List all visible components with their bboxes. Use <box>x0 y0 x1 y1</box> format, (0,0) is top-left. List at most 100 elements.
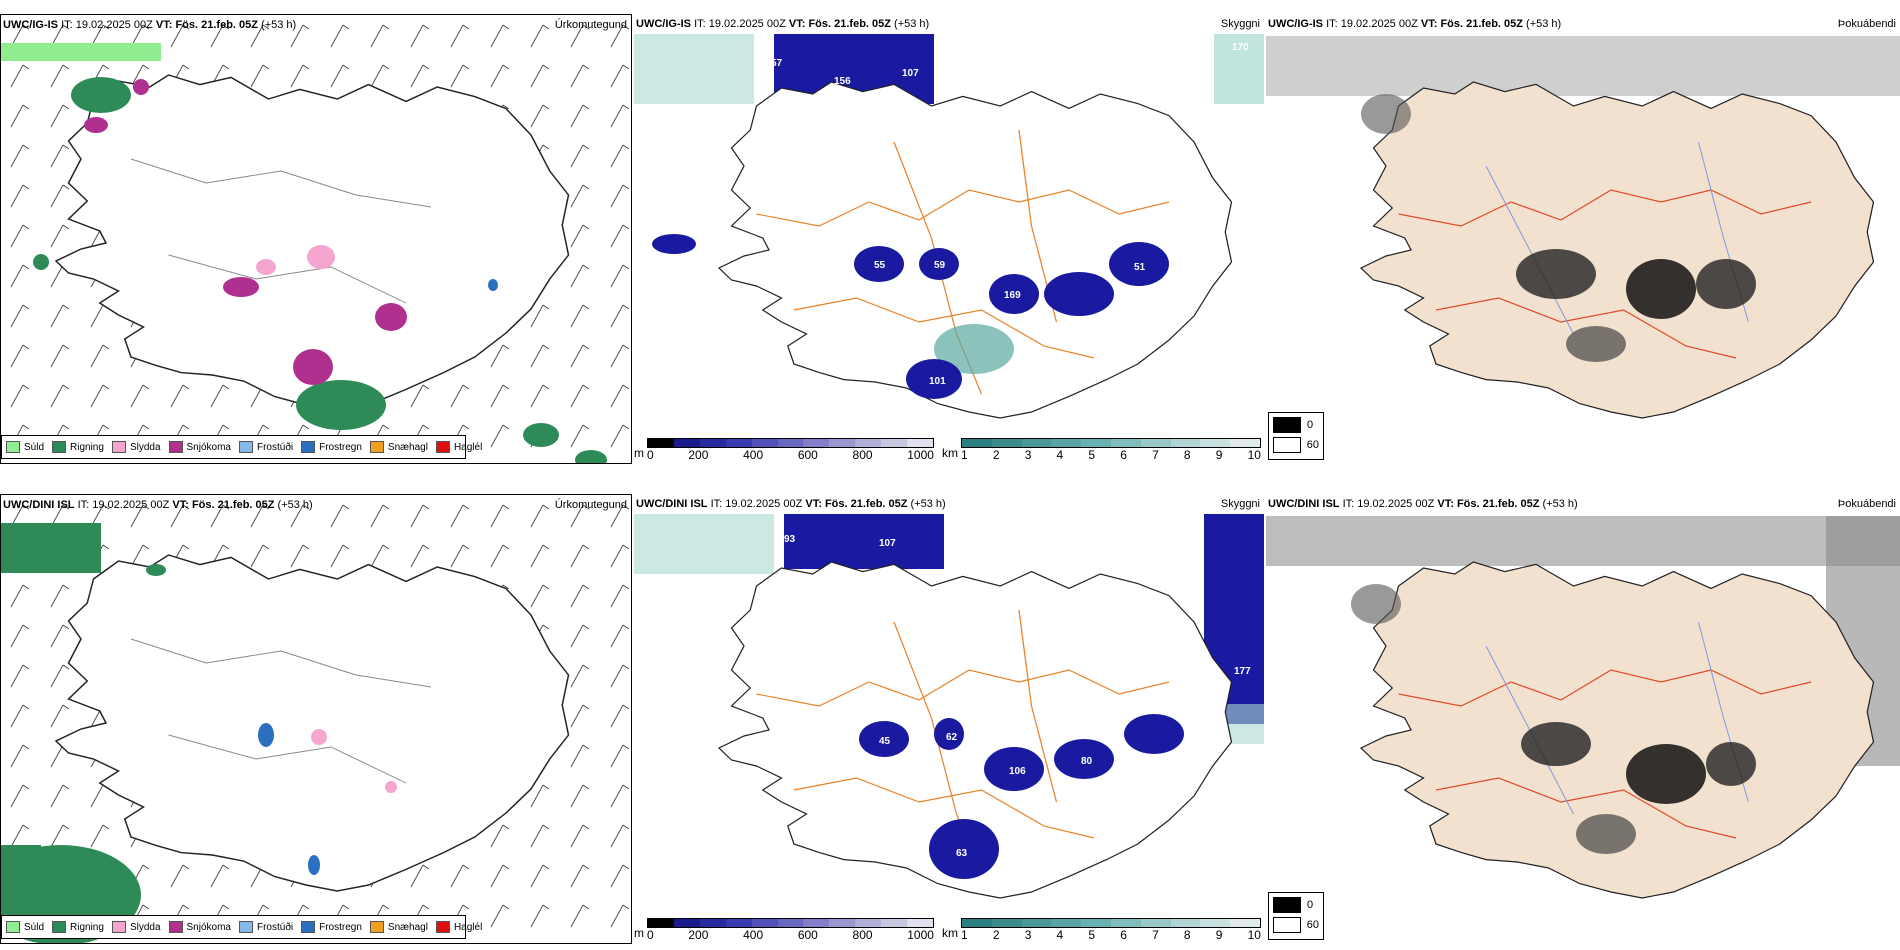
precip-legend-bottom: Súld Rigning Slydda Snjókoma Frostúði Fr… <box>1 915 482 939</box>
visibility-colorbar-top: km 1 2 3 4 5 6 7 8 9 10 <box>942 436 1264 462</box>
cbar-tick: 8 <box>1183 448 1191 462</box>
cbar-tick: 200 <box>688 448 709 462</box>
cloud-label: 177 <box>1234 666 1251 677</box>
cloud-label: 51 <box>1134 262 1146 273</box>
legend-item: Súld <box>6 441 44 453</box>
cloudbase-unit: m <box>634 446 644 460</box>
cloudbase-unit: m <box>634 926 644 940</box>
cbar-tick: 1000 <box>907 928 934 942</box>
fog-swatch <box>1273 897 1301 913</box>
cloud-label: 55 <box>874 260 886 271</box>
cbar-tick: 1 <box>961 448 968 462</box>
precip-map-top <box>1 15 631 463</box>
cbar-tick: 4 <box>1056 448 1064 462</box>
legend-item: Haglél <box>435 921 482 933</box>
cbar-tick: 7 <box>1152 448 1159 462</box>
cbar-tick: 400 <box>743 448 764 462</box>
cloud-map-top: 57 156 107 170 55 59 169 51 101 <box>634 34 1264 419</box>
legend-swatch <box>435 921 450 933</box>
legend-item: Súld <box>6 921 44 933</box>
cloud-map-bottom: 93 107 177 45 62 106 80 63 <box>634 514 1264 899</box>
legend-item: Frostregn <box>301 441 362 453</box>
cloud-label: 107 <box>879 538 896 549</box>
cbar-tick: 9 <box>1215 928 1223 942</box>
legend-swatch <box>301 921 316 933</box>
precip-header-bottom: UWC/DINI ISL IT: 19.02.2025 00Z VT: Fös.… <box>3 499 313 511</box>
cbar-tick: 3 <box>1024 448 1032 462</box>
cloud-header-bottom: UWC/DINI ISL IT: 19.02.2025 00Z VT: Fös.… <box>636 498 946 510</box>
visibility-unit: km <box>942 926 958 940</box>
cloud-label: 156 <box>834 76 851 87</box>
precip-panel-bottom: UWC/DINI ISL IT: 19.02.2025 00Z VT: Fös.… <box>0 494 632 944</box>
legend-item: Slydda <box>111 441 161 453</box>
cloud-label: 107 <box>902 68 919 79</box>
cloudbase-bar: 0 200 400 600 800 1000 <box>647 438 934 462</box>
legend-item: Snæhagl <box>369 441 428 453</box>
cloud-label: 59 <box>934 260 946 271</box>
precip-panel-top: UWC/IG-IS IT: 19.02.2025 00Z VT: Fös. 21… <box>0 14 632 464</box>
cloud-label: 93 <box>784 534 796 545</box>
cbar-tick: 8 <box>1183 928 1191 942</box>
fog-legend-bottom: 0 60 <box>1268 892 1324 940</box>
cbar-tick: 400 <box>743 928 764 942</box>
fog-map-bottom <box>1266 516 1900 914</box>
cloudbase-bar: 0 200 400 600 800 1000 <box>647 918 934 942</box>
legend-swatch <box>111 441 126 453</box>
fog-title-bottom: Þokuábendi <box>1837 498 1896 510</box>
cloud-label: 106 <box>1009 766 1026 777</box>
cbar-tick: 0 <box>647 448 654 462</box>
legend-swatch <box>369 921 384 933</box>
cloud-label: 63 <box>956 848 968 859</box>
cbar-tick: 3 <box>1024 928 1032 942</box>
visibility-colorbar-bottom: km 1 2 3 4 5 6 7 8 9 10 <box>942 916 1264 942</box>
legend-swatch <box>168 441 183 453</box>
cbar-tick: 2 <box>992 448 1000 462</box>
visibility-bar: 1 2 3 4 5 6 7 8 9 10 <box>961 438 1261 462</box>
legend-item: Frostúði <box>238 441 293 453</box>
cbar-tick: 9 <box>1215 448 1223 462</box>
cbar-tick: 10 <box>1247 448 1261 462</box>
legend-swatch <box>301 441 316 453</box>
cloud-label: 170 <box>1232 42 1249 53</box>
legend-swatch <box>435 441 450 453</box>
legend-swatch <box>6 441 20 453</box>
cbar-tick: 7 <box>1152 928 1159 942</box>
legend-swatch <box>6 921 20 933</box>
cloud-label: 80 <box>1081 756 1093 767</box>
cloud-panel-bottom: 93 107 177 45 62 106 80 63 UWC/DINI ISL … <box>634 494 1264 944</box>
fog-legend-top: 0 60 <box>1268 412 1324 460</box>
cloudbase-colorbar-top: m 0 200 400 600 800 1000 <box>634 436 934 462</box>
legend-swatch <box>238 921 253 933</box>
cloud-label: 45 <box>879 736 891 747</box>
cloud-label: 169 <box>1004 290 1021 301</box>
fog-swatch <box>1273 437 1301 453</box>
legend-item: Haglél <box>435 441 482 453</box>
legend-item: Rigning <box>52 921 104 933</box>
fog-header-bottom: UWC/DINI ISL IT: 19.02.2025 00Z VT: Fös.… <box>1268 498 1578 510</box>
fog-panel-bottom: UWC/DINI ISL IT: 19.02.2025 00Z VT: Fös.… <box>1266 494 1900 944</box>
cloud-label: 57 <box>771 58 783 69</box>
fog-panel-top: UWC/IG-IS IT: 19.02.2025 00Z VT: Fös. 21… <box>1266 14 1900 464</box>
cbar-tick: 2 <box>992 928 1000 942</box>
cbar-tick: 5 <box>1088 448 1096 462</box>
legend-swatch <box>52 441 67 453</box>
cbar-tick: 800 <box>852 928 873 942</box>
cbar-tick: 1000 <box>907 448 934 462</box>
legend-item: Snjókoma <box>168 921 231 933</box>
legend-swatch <box>168 921 183 933</box>
cloud-panel-top: 57 156 107 170 55 59 169 51 101 UWC/IG-I… <box>634 14 1264 464</box>
precip-title-top: Úrkomutegund <box>554 19 627 31</box>
precip-header-top: UWC/IG-IS IT: 19.02.2025 00Z VT: Fös. 21… <box>3 19 297 31</box>
cbar-tick: 0 <box>647 928 654 942</box>
cbar-tick: 600 <box>797 448 818 462</box>
visibility-bar: 1 2 3 4 5 6 7 8 9 10 <box>961 918 1261 942</box>
fog-title-top: Þokuábendi <box>1837 18 1896 30</box>
cloudbase-colorbar-bottom: m 0 200 400 600 800 1000 <box>634 916 934 942</box>
cbar-tick: 6 <box>1120 928 1127 942</box>
legend-item: Slydda <box>111 921 161 933</box>
cloud-title-bottom: Skyggni <box>1220 498 1260 510</box>
cbar-tick: 1 <box>961 928 968 942</box>
precip-legend-top: Súld Rigning Slydda Snjókoma Frostúði Fr… <box>1 435 482 459</box>
fog-map-top <box>1266 36 1900 434</box>
visibility-unit: km <box>942 446 958 460</box>
